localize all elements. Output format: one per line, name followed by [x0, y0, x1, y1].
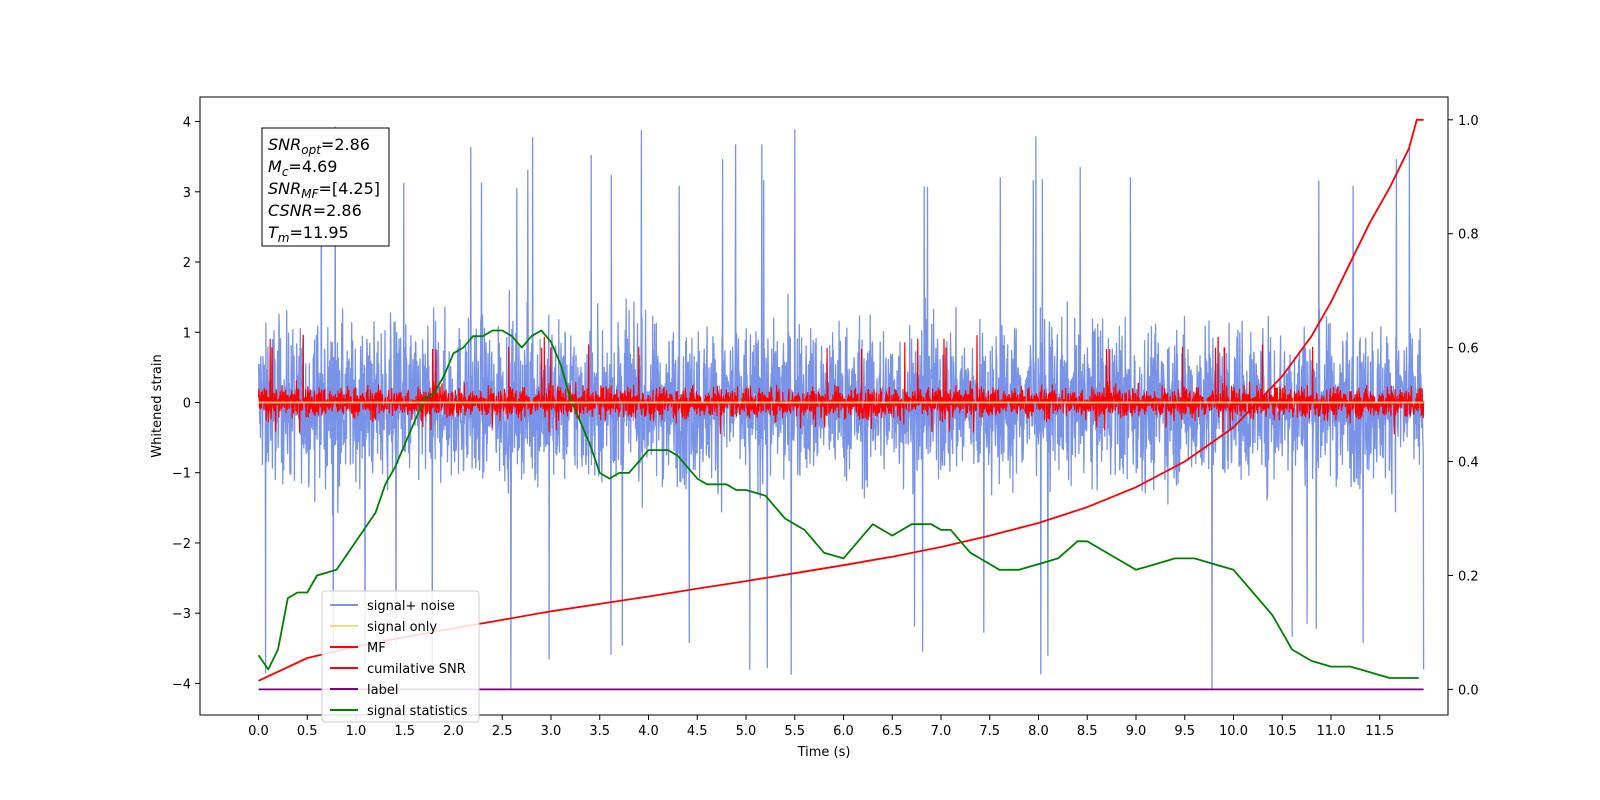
- y2-tick-label: 0.8: [1458, 228, 1479, 243]
- annotation-line: Tm=11.95: [268, 223, 349, 245]
- x-tick-label: 0.0: [248, 724, 269, 739]
- x-tick-label: 1.0: [346, 724, 367, 739]
- x-tick-label: 9.0: [1126, 724, 1147, 739]
- series-line-cumilative-snr: [258, 118, 1424, 682]
- series-line-signal-statistics: [257, 329, 1419, 679]
- x-tick-label: 9.5: [1174, 724, 1195, 739]
- x-tick-label: 1.5: [394, 724, 415, 739]
- y2-tick-label: 0.6: [1458, 342, 1479, 357]
- annotation-line: SNRopt=2.86: [268, 135, 370, 157]
- y-tick-label: −4: [172, 677, 191, 692]
- x-tick-label: 6.5: [882, 724, 903, 739]
- y2-tick-label: 0.0: [1458, 683, 1479, 698]
- x-tick-label: 4.0: [638, 724, 659, 739]
- x-tick-label: 7.0: [931, 724, 952, 739]
- annotation-line: Mc=4.69: [268, 157, 337, 179]
- y2-tick-label: 0.2: [1458, 569, 1479, 584]
- legend-label: MF: [367, 641, 386, 656]
- legend-label: signal+ noise: [367, 599, 455, 614]
- legend-label: signal statistics: [367, 704, 468, 719]
- x-tick-label: 4.5: [687, 724, 708, 739]
- x-tick-label: 8.5: [1077, 724, 1098, 739]
- x-axis-label: Time (s): [797, 745, 851, 760]
- y-tick-label: −3: [172, 607, 191, 622]
- x-tick-label: 5.0: [736, 724, 757, 739]
- axes-frame: [199, 96, 1449, 716]
- annotation-box-border: [261, 127, 390, 247]
- x-tick-label: 11.0: [1317, 724, 1346, 739]
- x-tick-label: 2.0: [443, 724, 464, 739]
- x-tick-label: 11.5: [1365, 724, 1394, 739]
- x-tick-label: 8.0: [1028, 724, 1049, 739]
- legend-box: [321, 590, 480, 723]
- y2-tick-label: 1.0: [1458, 114, 1479, 129]
- x-tick-label: 6.0: [833, 724, 854, 739]
- y-tick-label: −1: [172, 467, 191, 482]
- y-tick-label: 4: [183, 116, 191, 131]
- x-axis-ticks: 0.0 0.5 1.0 1.5 2.0 2.5 3.0 3.5 4.0 4.5 5.0 5.5 6.0 6…: [248, 715, 1394, 739]
- y-tick-label: 1: [183, 326, 191, 341]
- x-tick-label: 7.5: [979, 724, 1000, 739]
- legend: signal+ noise signal only MF cumilative SNR…: [321, 590, 480, 723]
- y-axis-label: Whitened strain: [150, 354, 165, 457]
- legend-label: label: [367, 683, 398, 698]
- annotation-line: CSNR=2.86: [268, 201, 362, 220]
- y-axis-ticks: 4 3 2 1 0 −1 −2 −3 −4: [172, 116, 200, 692]
- x-tick-label: 2.5: [492, 724, 513, 739]
- annotation-line: SNRMF=[4.25]: [268, 179, 380, 201]
- x-tick-label: 10.0: [1219, 724, 1248, 739]
- x-tick-label: 0.5: [297, 724, 318, 739]
- x-tick-label: 5.5: [784, 724, 805, 739]
- legend-label: signal only: [367, 620, 437, 635]
- y-tick-label: 3: [183, 186, 191, 201]
- y-tick-label: 0: [183, 396, 191, 411]
- y2-tick-label: 0.4: [1458, 456, 1479, 471]
- x-tick-label: 3.5: [589, 724, 610, 739]
- y2-axis-ticks: 1.0 0.8 0.6 0.4 0.2 0.0: [1448, 114, 1479, 698]
- y-tick-label: −2: [172, 537, 191, 552]
- y-tick-label: 2: [183, 256, 191, 271]
- legend-label: cumilative SNR: [367, 662, 466, 677]
- x-tick-label: 3.0: [541, 724, 562, 739]
- series-line-mf: [257, 334, 1425, 435]
- x-tick-label: 10.5: [1268, 724, 1297, 739]
